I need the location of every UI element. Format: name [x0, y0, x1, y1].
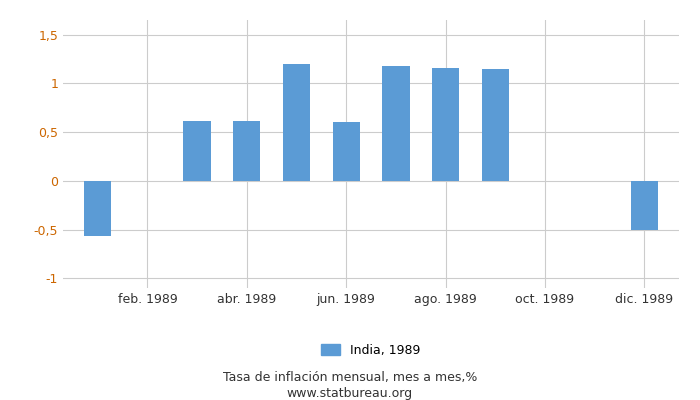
Bar: [382, 66, 410, 181]
Bar: [631, 181, 658, 230]
Bar: [233, 121, 260, 181]
Text: Tasa de inflación mensual, mes a mes,%: Tasa de inflación mensual, mes a mes,%: [223, 372, 477, 384]
Legend: India, 1989: India, 1989: [316, 339, 426, 362]
Bar: [283, 64, 310, 181]
Bar: [84, 181, 111, 236]
Bar: [332, 122, 360, 181]
Bar: [432, 68, 459, 181]
Bar: [183, 121, 211, 181]
Text: www.statbureau.org: www.statbureau.org: [287, 388, 413, 400]
Bar: [482, 69, 509, 181]
